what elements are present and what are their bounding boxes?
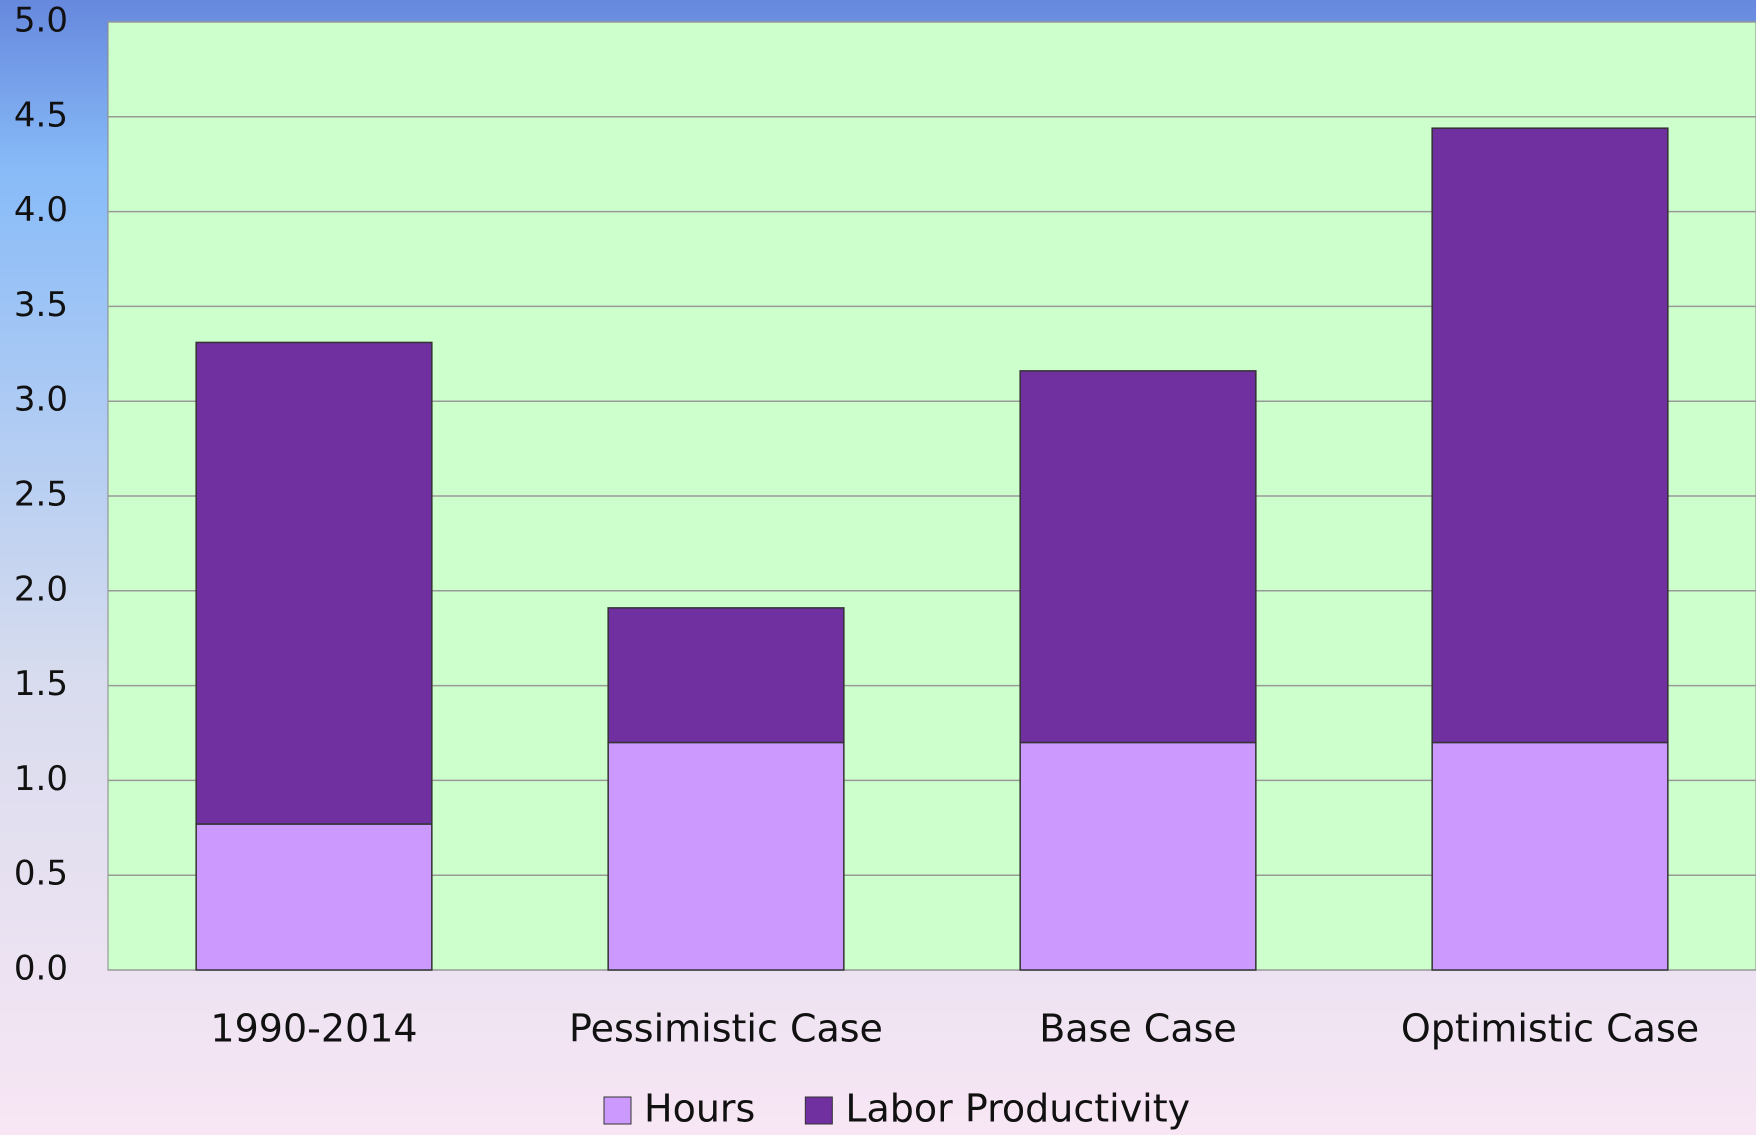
legend-swatch [603,1096,632,1125]
y-tick-label: 0.0 [14,949,68,989]
bar-segment [195,823,433,971]
legend-label: Labor Productivity [845,1087,1190,1131]
y-tick-label: 5.0 [14,1,68,41]
y-tick-label: 3.5 [14,285,68,325]
y-tick-label: 0.5 [14,854,68,894]
bar-segment [607,607,845,744]
bar-segment [607,741,845,971]
y-tick-label: 3.0 [14,380,68,420]
y-tick-label: 2.0 [14,569,68,609]
y-tick-label: 1.5 [14,664,68,704]
legend-swatch [804,1096,833,1125]
x-tick-label: Base Case [1039,1007,1237,1051]
bar-segment [195,341,433,825]
x-tick-label: Pessimistic Case [569,1007,883,1051]
x-tick-label: 1990-2014 [210,1007,417,1051]
bar-segment [1019,370,1257,744]
y-tick-label: 1.0 [14,759,68,799]
bar-segment [1019,741,1257,971]
bar-segment [1431,127,1669,744]
y-tick-label: 4.5 [14,95,68,135]
x-tick-label: Optimistic Case [1401,1007,1699,1051]
legend-label: Hours [644,1087,755,1131]
y-tick-label: 2.5 [14,475,68,515]
bar-segment [1431,741,1669,971]
y-tick-label: 4.0 [14,190,68,230]
